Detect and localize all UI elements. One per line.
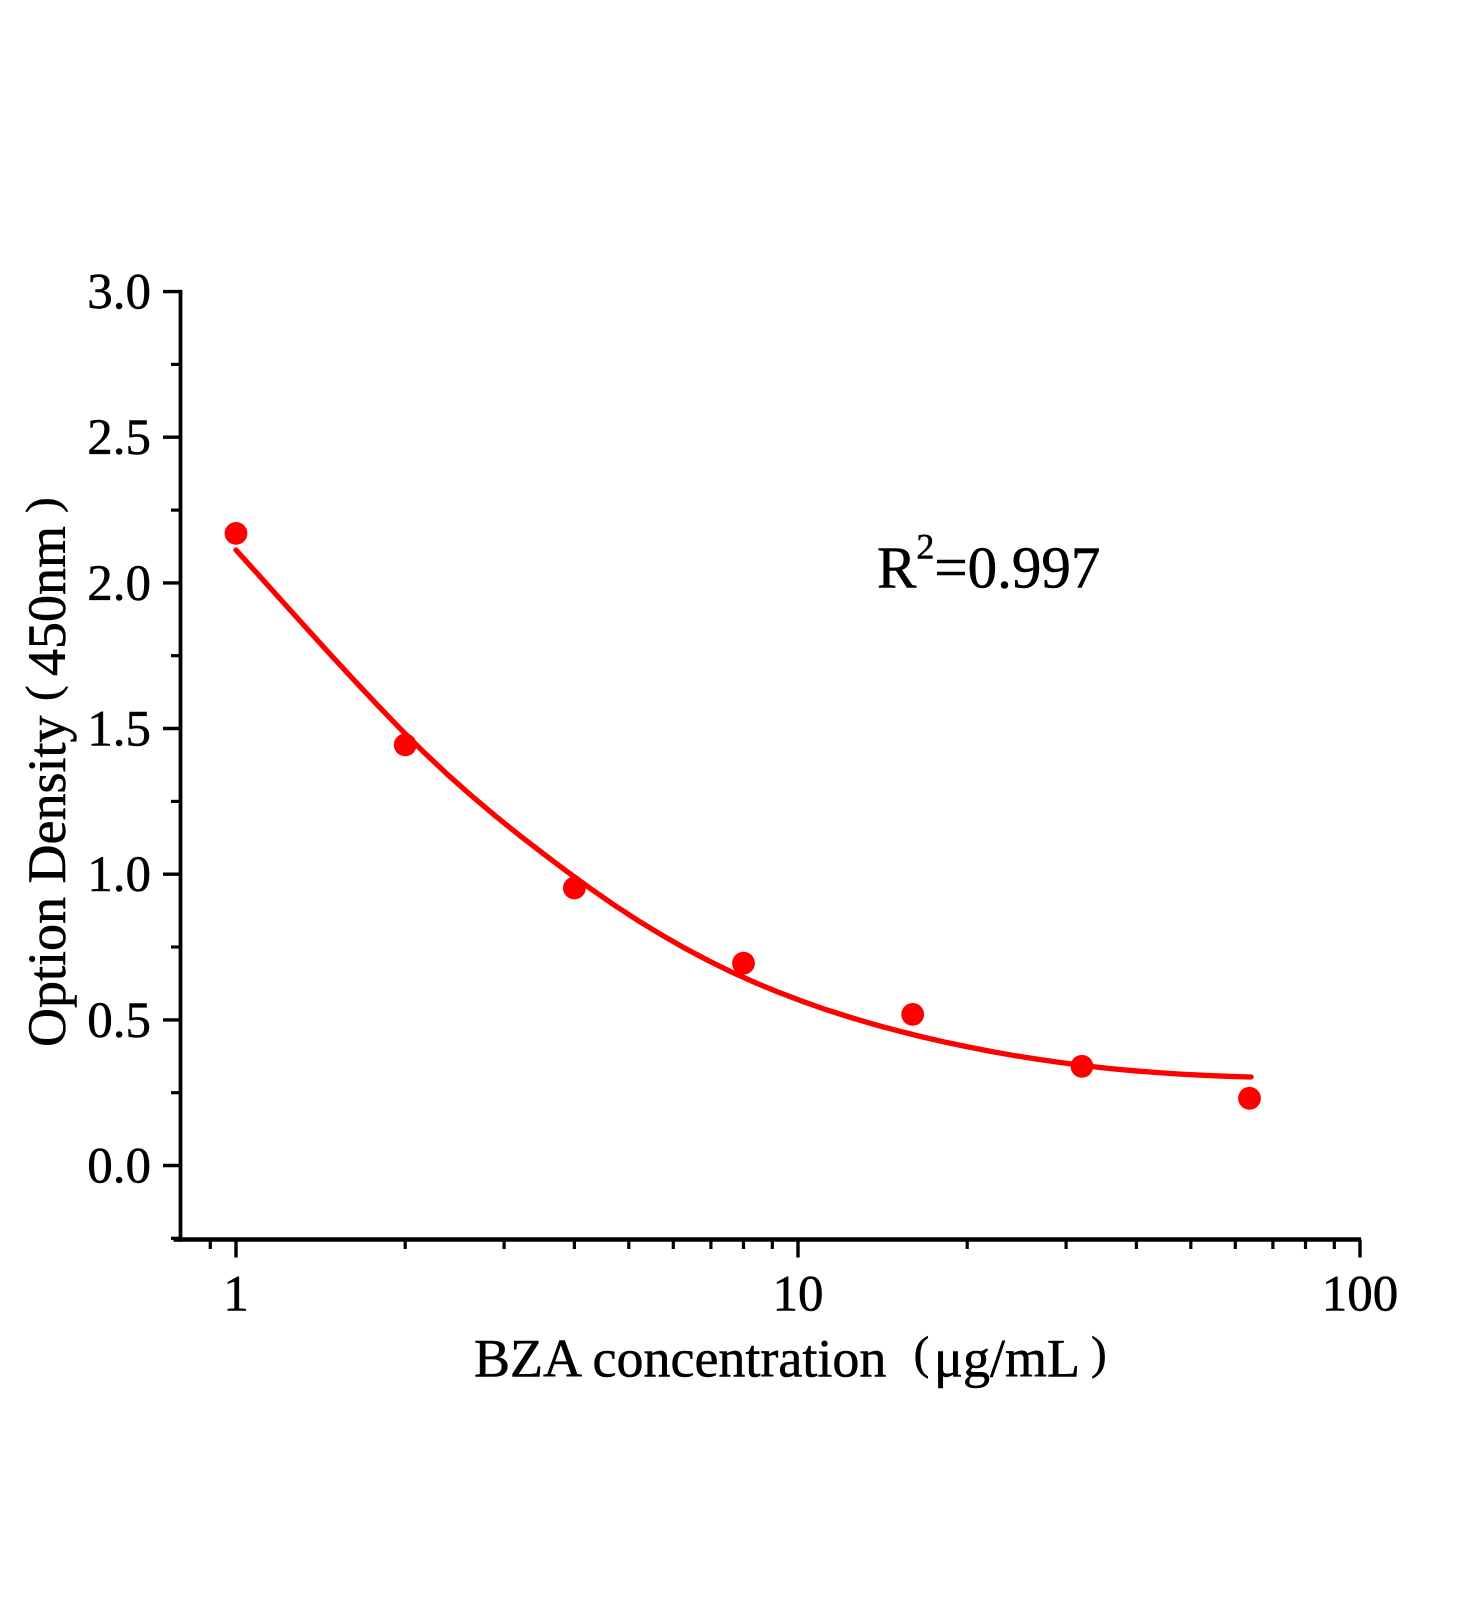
svg-text:0.5: 0.5 [87, 993, 151, 1049]
svg-text:1: 1 [223, 1267, 249, 1323]
svg-text:1.5: 1.5 [87, 702, 151, 758]
svg-text:0.0: 0.0 [87, 1139, 151, 1195]
svg-text:2.0: 2.0 [87, 556, 151, 612]
svg-text:BZA concentration(μg/mL): BZA concentration (μg/mL) [474, 1328, 1107, 1389]
svg-text:2.5: 2.5 [87, 410, 151, 466]
svg-text:10: 10 [773, 1267, 824, 1323]
svg-text:100: 100 [1322, 1267, 1399, 1323]
svg-text:R2=0.997: R2=0.997 [877, 527, 1100, 601]
svg-text:Option Density(450nm): Option Density(450nm) [17, 497, 77, 1047]
svg-text:1.0: 1.0 [87, 847, 151, 903]
svg-text:3.0: 3.0 [87, 265, 151, 321]
